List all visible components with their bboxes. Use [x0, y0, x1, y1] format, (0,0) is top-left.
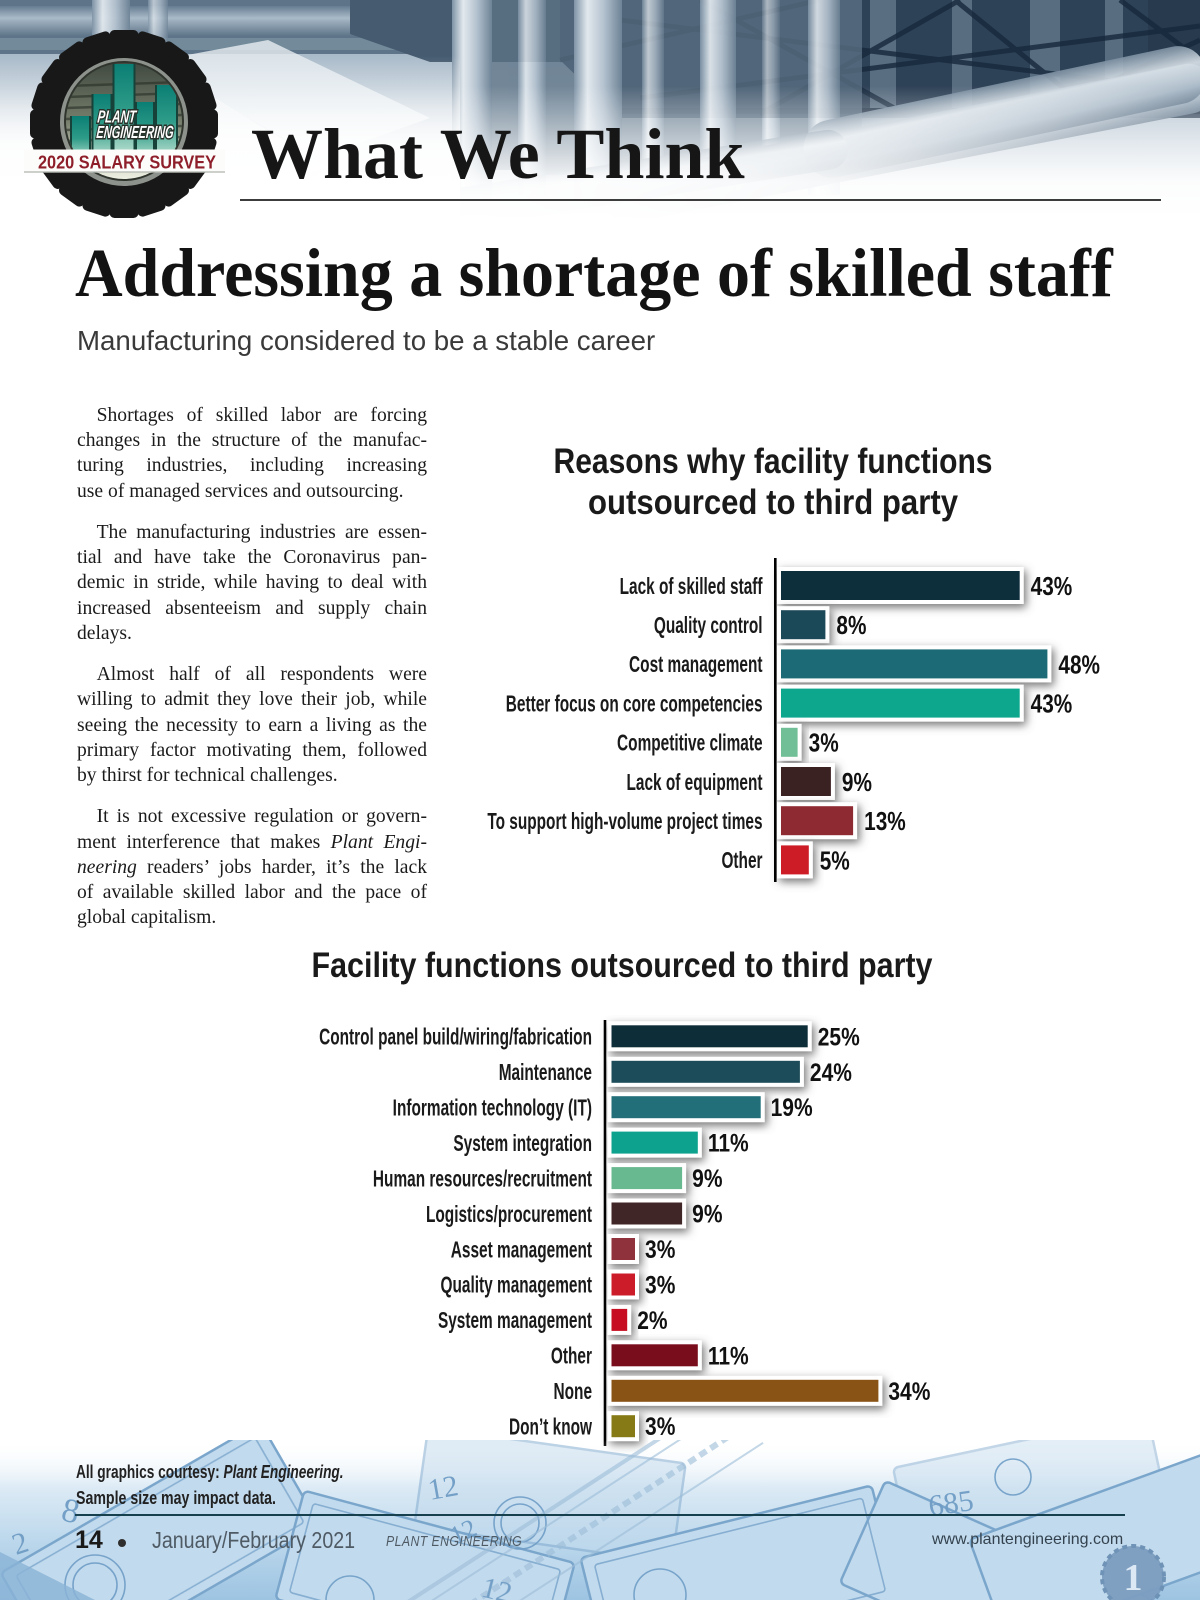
svg-text:19%: 19% [771, 1093, 813, 1121]
svg-text:Facility functions outsourced: Facility functions outsourced to third p… [312, 946, 933, 985]
svg-text:12: 12 [478, 1571, 515, 1600]
svg-text:Lack of equipment: Lack of equipment [626, 770, 762, 796]
svg-text:Asset management: Asset management [451, 1237, 593, 1263]
svg-text:Other: Other [721, 848, 762, 874]
svg-text:Lack of skilled staff: Lack of skilled staff [620, 574, 763, 600]
svg-text:Quality management: Quality management [441, 1273, 593, 1299]
svg-text:3%: 3% [645, 1271, 675, 1299]
svg-text:3%: 3% [645, 1235, 675, 1263]
svg-text:Don’t know: Don’t know [509, 1415, 593, 1441]
svg-text:34%: 34% [888, 1377, 930, 1405]
svg-text:9%: 9% [692, 1200, 722, 1228]
svg-text:Better focus on core competenc: Better focus on core competencies [506, 691, 763, 717]
svg-text:Other: Other [551, 1344, 592, 1370]
svg-text:13%: 13% [864, 807, 906, 836]
svg-text:Cost management: Cost management [629, 652, 763, 678]
svg-text:2%: 2% [637, 1306, 667, 1334]
svg-text:outsourced to third party: outsourced to third party [588, 483, 958, 522]
svg-text:8%: 8% [836, 611, 866, 640]
svg-text:43%: 43% [1031, 572, 1073, 601]
svg-text:Logistics/procurement: Logistics/procurement [426, 1202, 592, 1228]
svg-text:2020 SALARY SURVEY: 2020 SALARY SURVEY [38, 152, 217, 173]
svg-text:PLANT: PLANT [97, 108, 139, 127]
svg-text:Competitive climate: Competitive climate [617, 731, 763, 757]
svg-text:None: None [554, 1379, 593, 1405]
svg-text:1: 1 [1124, 1557, 1143, 1599]
svg-text:5%: 5% [820, 846, 850, 875]
svg-text:ENGINEERING: ENGINEERING [96, 124, 175, 143]
svg-text:System integration: System integration [453, 1131, 592, 1157]
svg-text:11%: 11% [708, 1342, 749, 1370]
svg-text:3%: 3% [645, 1412, 675, 1440]
svg-text:48%: 48% [1058, 650, 1100, 679]
svg-text:24%: 24% [810, 1058, 852, 1086]
svg-text:Maintenance: Maintenance [499, 1060, 592, 1086]
svg-text:25%: 25% [818, 1023, 860, 1051]
svg-text:3%: 3% [809, 729, 839, 758]
svg-text:Reasons why facility functions: Reasons why facility functions [554, 442, 993, 481]
svg-text:Human resources/recruitment: Human resources/recruitment [373, 1166, 592, 1192]
svg-text:9%: 9% [842, 768, 872, 797]
svg-text:43%: 43% [1031, 689, 1073, 718]
svg-text:Quality control: Quality control [654, 613, 763, 639]
svg-text:System management: System management [438, 1308, 592, 1334]
svg-text:9%: 9% [692, 1164, 722, 1192]
svg-text:11%: 11% [708, 1129, 749, 1157]
svg-text:Information technology (IT): Information technology (IT) [393, 1096, 592, 1122]
svg-text:12: 12 [425, 1469, 460, 1507]
svg-text:685: 685 [926, 1484, 975, 1523]
svg-text:Control panel build/wiring/fab: Control panel build/wiring/fabrication [319, 1025, 592, 1051]
svg-text:To support high-volume project: To support high-volume project times [487, 809, 762, 835]
